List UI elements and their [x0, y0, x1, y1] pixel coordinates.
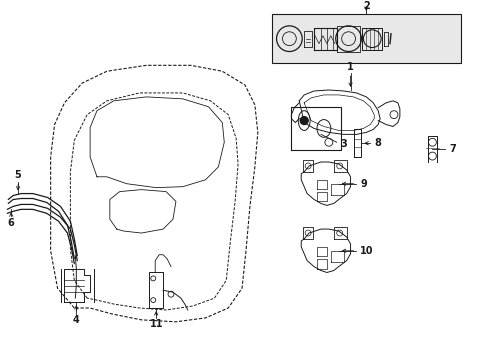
- Text: 5: 5: [15, 170, 21, 180]
- Text: 2: 2: [362, 1, 369, 11]
- Text: 10: 10: [360, 246, 373, 256]
- Text: 6: 6: [8, 218, 15, 228]
- Text: 7: 7: [448, 144, 455, 154]
- Text: 8: 8: [373, 138, 380, 148]
- Bar: [271, 14, 460, 63]
- Circle shape: [300, 117, 307, 125]
- Text: 11: 11: [149, 319, 163, 329]
- Text: 3: 3: [340, 139, 347, 149]
- Text: 4: 4: [73, 315, 80, 325]
- Text: 1: 1: [346, 62, 353, 72]
- Text: 9: 9: [360, 179, 366, 189]
